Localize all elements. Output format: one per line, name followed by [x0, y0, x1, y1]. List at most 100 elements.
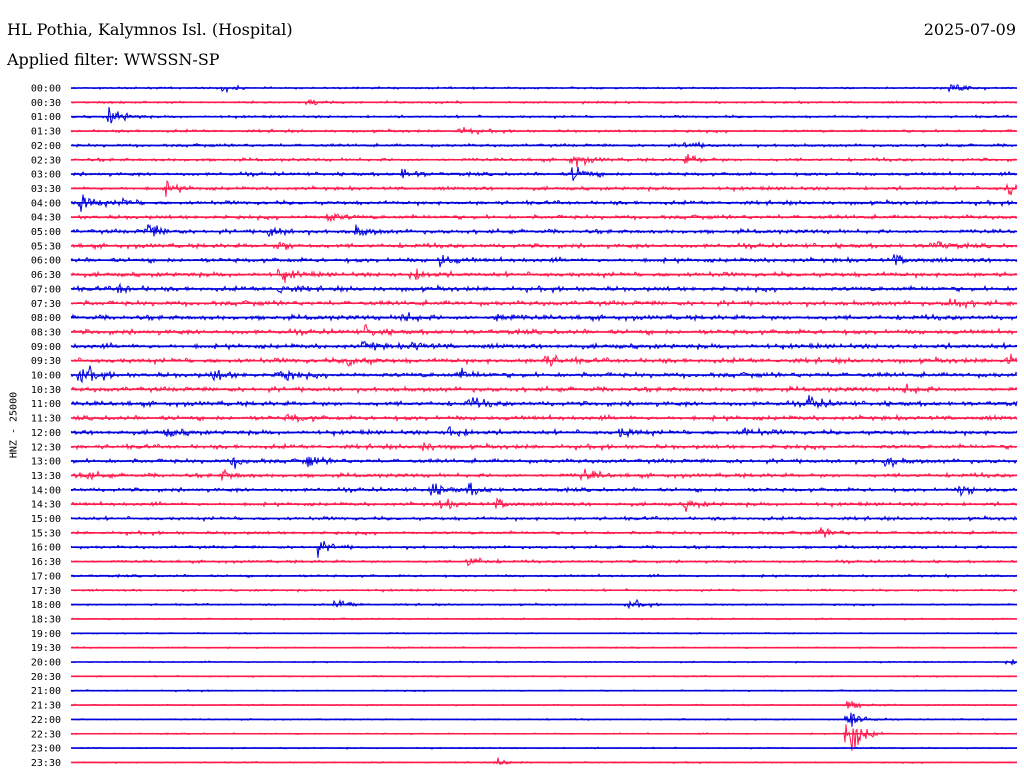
time-tick-label: 17:00	[31, 571, 61, 582]
time-tick-label: 21:30	[31, 701, 61, 712]
seismic-trace	[71, 588, 1018, 593]
time-tick-label: 19:30	[31, 643, 61, 654]
time-tick-label: 17:30	[31, 586, 61, 597]
seismic-trace	[70, 689, 1018, 693]
seismic-trace	[70, 482, 1018, 498]
seismic-trace	[71, 413, 1018, 424]
seismic-trace	[70, 455, 1018, 469]
time-tick-label: 15:30	[31, 528, 61, 539]
seismic-trace	[70, 126, 1018, 136]
filter-label: Applied filter: WWSSN-SP	[7, 50, 220, 69]
time-tick-label: 06:00	[31, 256, 61, 267]
time-tick-label: 20:00	[31, 658, 61, 669]
seismic-trace	[70, 598, 1018, 610]
time-tick-label: 19:00	[31, 629, 61, 640]
time-tick-label: 03:30	[31, 184, 61, 195]
seismic-trace	[71, 179, 1018, 197]
seismic-trace	[70, 700, 1018, 709]
time-tick-label: 12:00	[31, 428, 61, 439]
seismic-trace	[71, 746, 1018, 750]
seismic-trace	[70, 282, 1018, 295]
seismic-trace	[70, 153, 1018, 168]
record-date: 2025-07-09	[923, 20, 1016, 39]
time-tick-label: 21:00	[31, 686, 61, 697]
time-tick-label: 09:00	[31, 342, 61, 353]
time-tick-label: 13:30	[31, 471, 61, 482]
seismic-trace	[71, 323, 1018, 337]
time-tick-label: 22:00	[31, 715, 61, 726]
seismic-trace	[70, 353, 1018, 368]
time-tick-label: 10:30	[31, 385, 61, 396]
time-tick-label: 18:30	[31, 614, 61, 625]
seismic-trace	[70, 497, 1018, 513]
seismic-trace	[70, 194, 1018, 212]
time-tick-label: 11:00	[31, 399, 61, 410]
seismic-trace	[70, 298, 1018, 310]
seismic-trace	[70, 395, 1018, 410]
time-tick-label: 00:30	[31, 98, 61, 109]
time-tick-label: 03:00	[31, 170, 61, 181]
seismic-trace	[70, 442, 1018, 452]
seismic-trace	[70, 712, 1018, 727]
seismic-trace	[70, 573, 1018, 579]
time-tick-label: 11:30	[31, 414, 61, 425]
time-tick-label: 07:30	[31, 299, 61, 310]
time-tick-label: 00:00	[31, 84, 61, 95]
seismic-trace	[70, 141, 1018, 150]
time-tick-label: 04:00	[31, 198, 61, 209]
seismic-trace	[70, 757, 1018, 766]
seismic-trace	[70, 724, 1017, 751]
time-tick-label: 20:30	[31, 672, 61, 683]
time-tick-label: 09:30	[31, 356, 61, 367]
time-tick-label: 02:00	[31, 141, 61, 152]
seismic-trace	[70, 556, 1018, 567]
time-tick-label: 15:00	[31, 514, 61, 525]
time-tick-label: 13:00	[31, 457, 61, 468]
time-tick-label: 18:00	[31, 600, 61, 611]
seismic-trace	[70, 527, 1018, 538]
time-tick-label: 16:00	[31, 543, 61, 554]
seismic-trace	[70, 674, 1018, 679]
seismic-trace	[70, 254, 1018, 268]
time-tick-label: 23:00	[31, 744, 61, 755]
time-tick-label: 23:30	[31, 758, 61, 769]
seismic-trace	[70, 166, 1018, 181]
time-tick-label: 01:30	[31, 127, 61, 138]
time-tick-label: 16:30	[31, 557, 61, 568]
time-tick-label: 05:00	[31, 227, 61, 238]
seismic-trace	[70, 365, 1018, 384]
seismic-trace	[70, 646, 1018, 650]
seismic-trace	[70, 514, 1018, 523]
seismic-trace	[71, 212, 1018, 223]
seismic-trace	[70, 383, 1018, 395]
station-title: HL Pothia, Kalymnos Isl. (Hospital)	[7, 20, 293, 39]
seismic-trace	[70, 631, 1018, 635]
seismic-trace	[70, 659, 1018, 666]
time-tick-label: 02:30	[31, 155, 61, 166]
time-tick-label: 22:30	[31, 729, 61, 740]
seismic-trace	[70, 241, 1018, 251]
seismic-trace	[70, 224, 1018, 238]
time-tick-label: 10:00	[31, 371, 61, 382]
seismic-trace	[70, 617, 1017, 621]
time-tick-label: 12:30	[31, 442, 61, 453]
time-tick-label: 14:00	[31, 485, 61, 496]
time-tick-label: 05:30	[31, 241, 61, 252]
time-tick-label: 14:30	[31, 500, 61, 511]
seismic-trace	[70, 468, 1018, 482]
seismic-trace	[70, 107, 1018, 124]
time-tick-label: 01:00	[31, 112, 61, 123]
time-tick-label: 06:30	[31, 270, 61, 281]
seismic-trace	[70, 83, 1018, 94]
seismic-trace	[70, 98, 1018, 106]
seismic-trace	[70, 425, 1018, 439]
seismic-trace	[70, 312, 1018, 323]
time-tick-label: 08:00	[31, 313, 61, 324]
seismic-trace	[70, 268, 1018, 283]
time-tick-label: 07:00	[31, 284, 61, 295]
time-tick-label: 04:30	[31, 213, 61, 224]
seismic-trace	[70, 541, 1018, 558]
seismic-trace	[70, 340, 1018, 352]
time-tick-label: 08:30	[31, 327, 61, 338]
